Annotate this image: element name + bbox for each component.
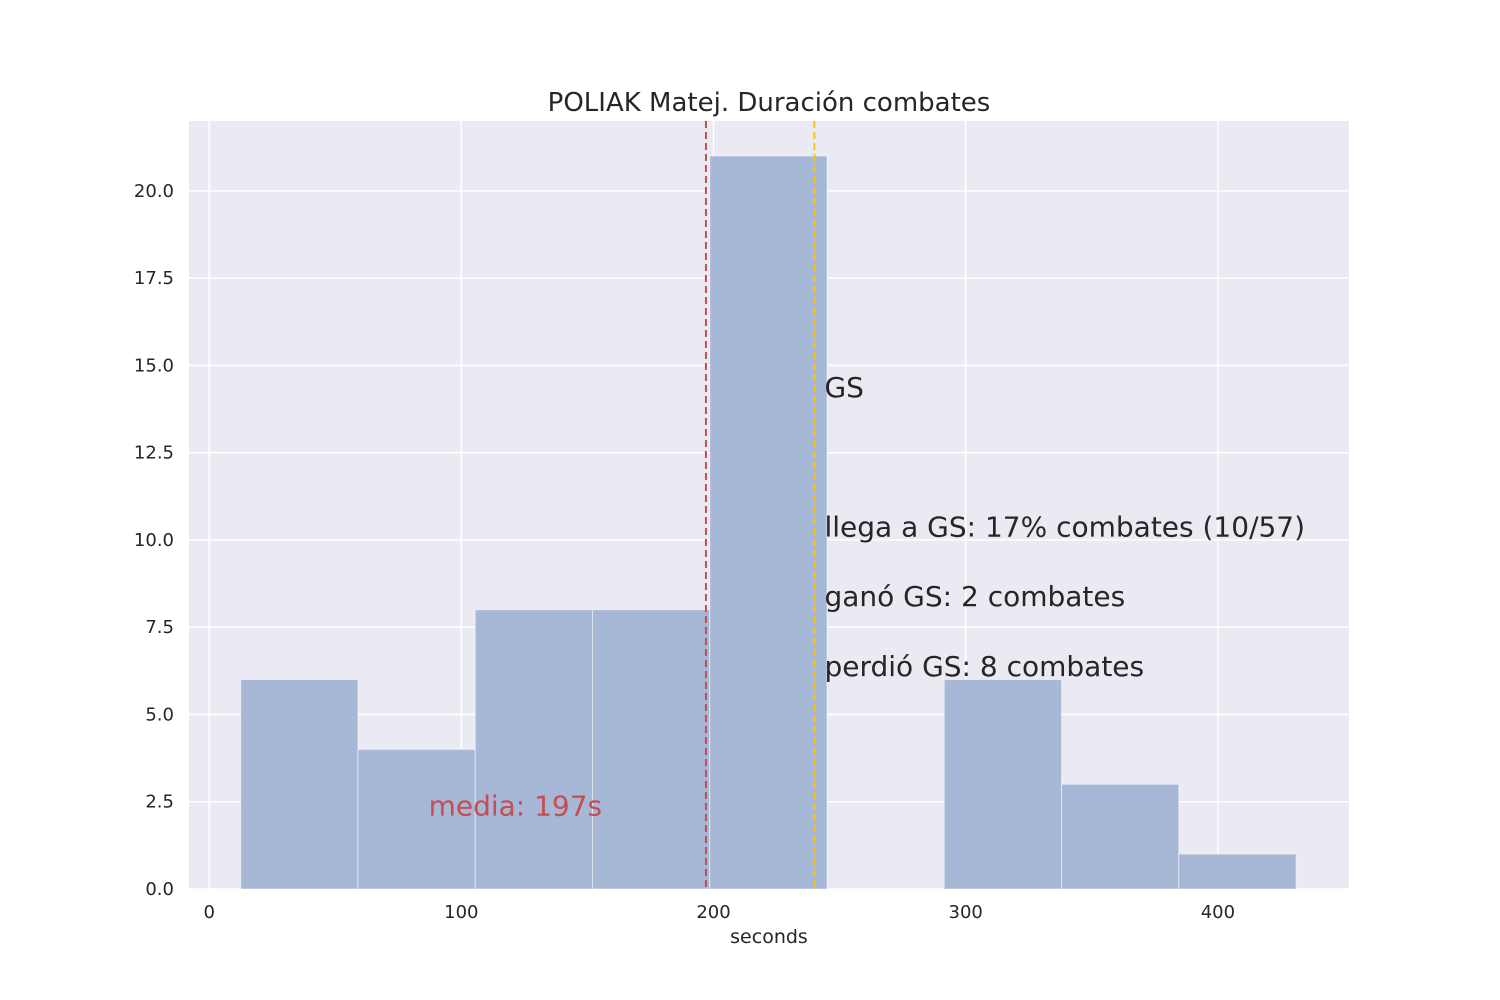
x-axis-ticks: 0 100 200 300 400: [203, 902, 1235, 923]
x-tick-label-3: 300: [949, 902, 983, 923]
x-axis-label: seconds: [730, 926, 808, 948]
histogram-bar-1: [357, 748, 476, 890]
y-tick-label-1: 2.5: [145, 792, 174, 813]
y-axis-ticks: 0.0 2.5 5.0 7.5 10.0 12.5 15.0 17.5 20.0: [134, 181, 174, 900]
annotation-2: ganó GS: 2 combates: [824, 580, 1125, 613]
annotation-3: perdió GS: 8 combates: [824, 650, 1144, 683]
x-tick-label-2: 200: [696, 902, 730, 923]
reference-lines: [704, 121, 816, 889]
x-tick-label-0: 0: [203, 902, 214, 923]
histogram-bars: [240, 155, 1297, 890]
histogram-bar-2: [474, 609, 593, 890]
y-tick-label-8: 20.0: [134, 181, 174, 202]
annotation-4: media: 197s: [429, 790, 603, 823]
annotation-0: GS: [824, 371, 863, 404]
histogram-bar-6: [943, 679, 1063, 890]
histogram-bar-3: [591, 609, 711, 890]
annotation-1: llega a GS: 17% combates (10/57): [824, 510, 1305, 543]
histogram-bar-0: [240, 679, 359, 890]
chart-title: POLIAK Matej. Duración combates: [548, 88, 991, 118]
x-tick-label-1: 100: [444, 902, 478, 923]
y-tick-label-4: 10.0: [134, 530, 174, 551]
x-tick-label-4: 400: [1201, 902, 1235, 923]
y-tick-label-3: 7.5: [145, 617, 174, 638]
annotations: GS llega a GS: 17% combates (10/57) ganó G…: [429, 371, 1306, 823]
y-tick-label-5: 12.5: [134, 443, 174, 464]
histogram-bar-4: [709, 155, 828, 890]
histogram-bar-7: [1061, 783, 1180, 890]
histogram-bar-8: [1178, 853, 1297, 890]
y-tick-label-2: 5.0: [145, 704, 174, 725]
y-tick-label-6: 15.0: [134, 355, 174, 376]
y-tick-label-0: 0.0: [145, 879, 174, 900]
y-tick-label-7: 17.5: [134, 268, 174, 289]
